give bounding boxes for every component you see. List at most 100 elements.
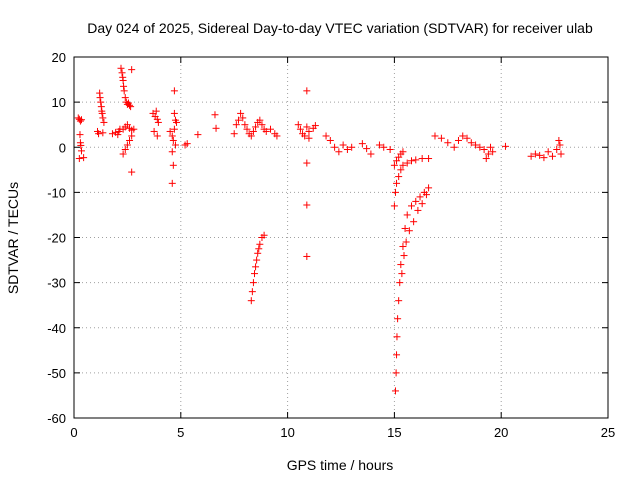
data-point	[391, 387, 399, 395]
data-point	[126, 101, 134, 109]
plot-frame	[73, 56, 609, 419]
data-point	[294, 121, 302, 129]
grid	[74, 57, 608, 418]
data-point	[130, 125, 138, 133]
data-point	[98, 109, 106, 117]
data-point	[248, 288, 256, 296]
y-tick-label: 0	[59, 140, 66, 155]
data-point	[119, 76, 127, 84]
data-point	[393, 333, 401, 341]
data-point	[557, 150, 565, 158]
data-point	[403, 159, 411, 167]
data-point	[536, 151, 544, 159]
data-point	[375, 141, 383, 149]
data-point	[303, 201, 311, 209]
data-point	[303, 87, 311, 95]
data-point	[407, 157, 415, 165]
ticks: 0 5 10 15 20 25 20 10 0 -10 -20 -30 -40 -50 -60	[47, 50, 615, 440]
data-point	[487, 143, 495, 151]
data-point	[77, 116, 85, 124]
data-point	[211, 111, 219, 119]
chart-title: Day 024 of 2025, Sidereal Day-to-day VTE…	[87, 20, 593, 36]
data-point	[127, 103, 135, 111]
data-point	[391, 188, 399, 196]
data-point	[399, 161, 407, 169]
data-point	[301, 132, 309, 140]
data-point	[239, 114, 247, 122]
data-point	[339, 141, 347, 149]
data-point	[305, 134, 313, 142]
data-point	[249, 127, 257, 135]
data-point	[247, 297, 255, 305]
data-point	[531, 150, 539, 158]
data-point	[482, 155, 490, 163]
data-point	[183, 140, 191, 148]
data-point	[305, 127, 313, 135]
data-point	[410, 218, 418, 226]
data-point	[154, 118, 162, 126]
data-point	[95, 130, 103, 138]
data-point	[403, 211, 411, 219]
data-point	[393, 179, 401, 187]
data-point	[527, 152, 535, 160]
data-point	[169, 136, 177, 144]
data-point	[76, 117, 84, 125]
data-point	[230, 130, 238, 138]
data-point	[99, 114, 107, 122]
data-point	[168, 179, 176, 187]
data-point	[303, 252, 311, 260]
data-point	[544, 148, 552, 156]
data-point	[444, 139, 452, 147]
data-point	[173, 118, 181, 126]
data-point	[153, 132, 161, 140]
data-point	[76, 131, 84, 139]
data-point	[311, 122, 319, 130]
data-point	[100, 118, 108, 126]
data-point	[168, 132, 176, 140]
data-point	[234, 116, 242, 124]
data-point	[123, 121, 131, 129]
data-point	[150, 127, 158, 135]
data-point	[380, 143, 388, 151]
data-point	[392, 369, 400, 377]
data-point	[117, 64, 125, 72]
data-point	[472, 141, 480, 149]
data-point	[463, 134, 471, 142]
data-point	[80, 154, 88, 162]
data-point	[343, 146, 351, 154]
data-point	[108, 130, 116, 138]
x-tick-label: 10	[280, 425, 294, 440]
data-point	[396, 279, 404, 287]
data-point	[399, 243, 407, 251]
data-point	[252, 123, 260, 131]
data-point	[123, 141, 131, 149]
data-point	[425, 155, 433, 163]
data-point	[256, 116, 264, 124]
data-point	[128, 66, 136, 74]
data-point	[400, 252, 408, 260]
data-point	[241, 121, 249, 129]
data-point	[393, 157, 401, 165]
data-point	[121, 146, 129, 154]
data-point	[250, 270, 258, 278]
data-point	[247, 132, 255, 140]
data-point	[467, 139, 475, 147]
data-point	[75, 155, 83, 163]
data-point	[390, 161, 398, 169]
data-point	[121, 94, 129, 102]
data-point	[249, 279, 257, 287]
data-point	[168, 148, 176, 156]
data-point	[450, 143, 458, 151]
data-point	[258, 121, 266, 129]
data-point	[153, 115, 161, 123]
data-point	[303, 123, 311, 131]
data-point	[194, 131, 202, 139]
data-point	[128, 168, 136, 176]
data-point	[459, 132, 467, 140]
data-point	[422, 191, 430, 199]
data-point	[489, 148, 497, 156]
data-point	[405, 227, 413, 235]
data-point	[169, 161, 177, 169]
data-point	[395, 173, 403, 181]
